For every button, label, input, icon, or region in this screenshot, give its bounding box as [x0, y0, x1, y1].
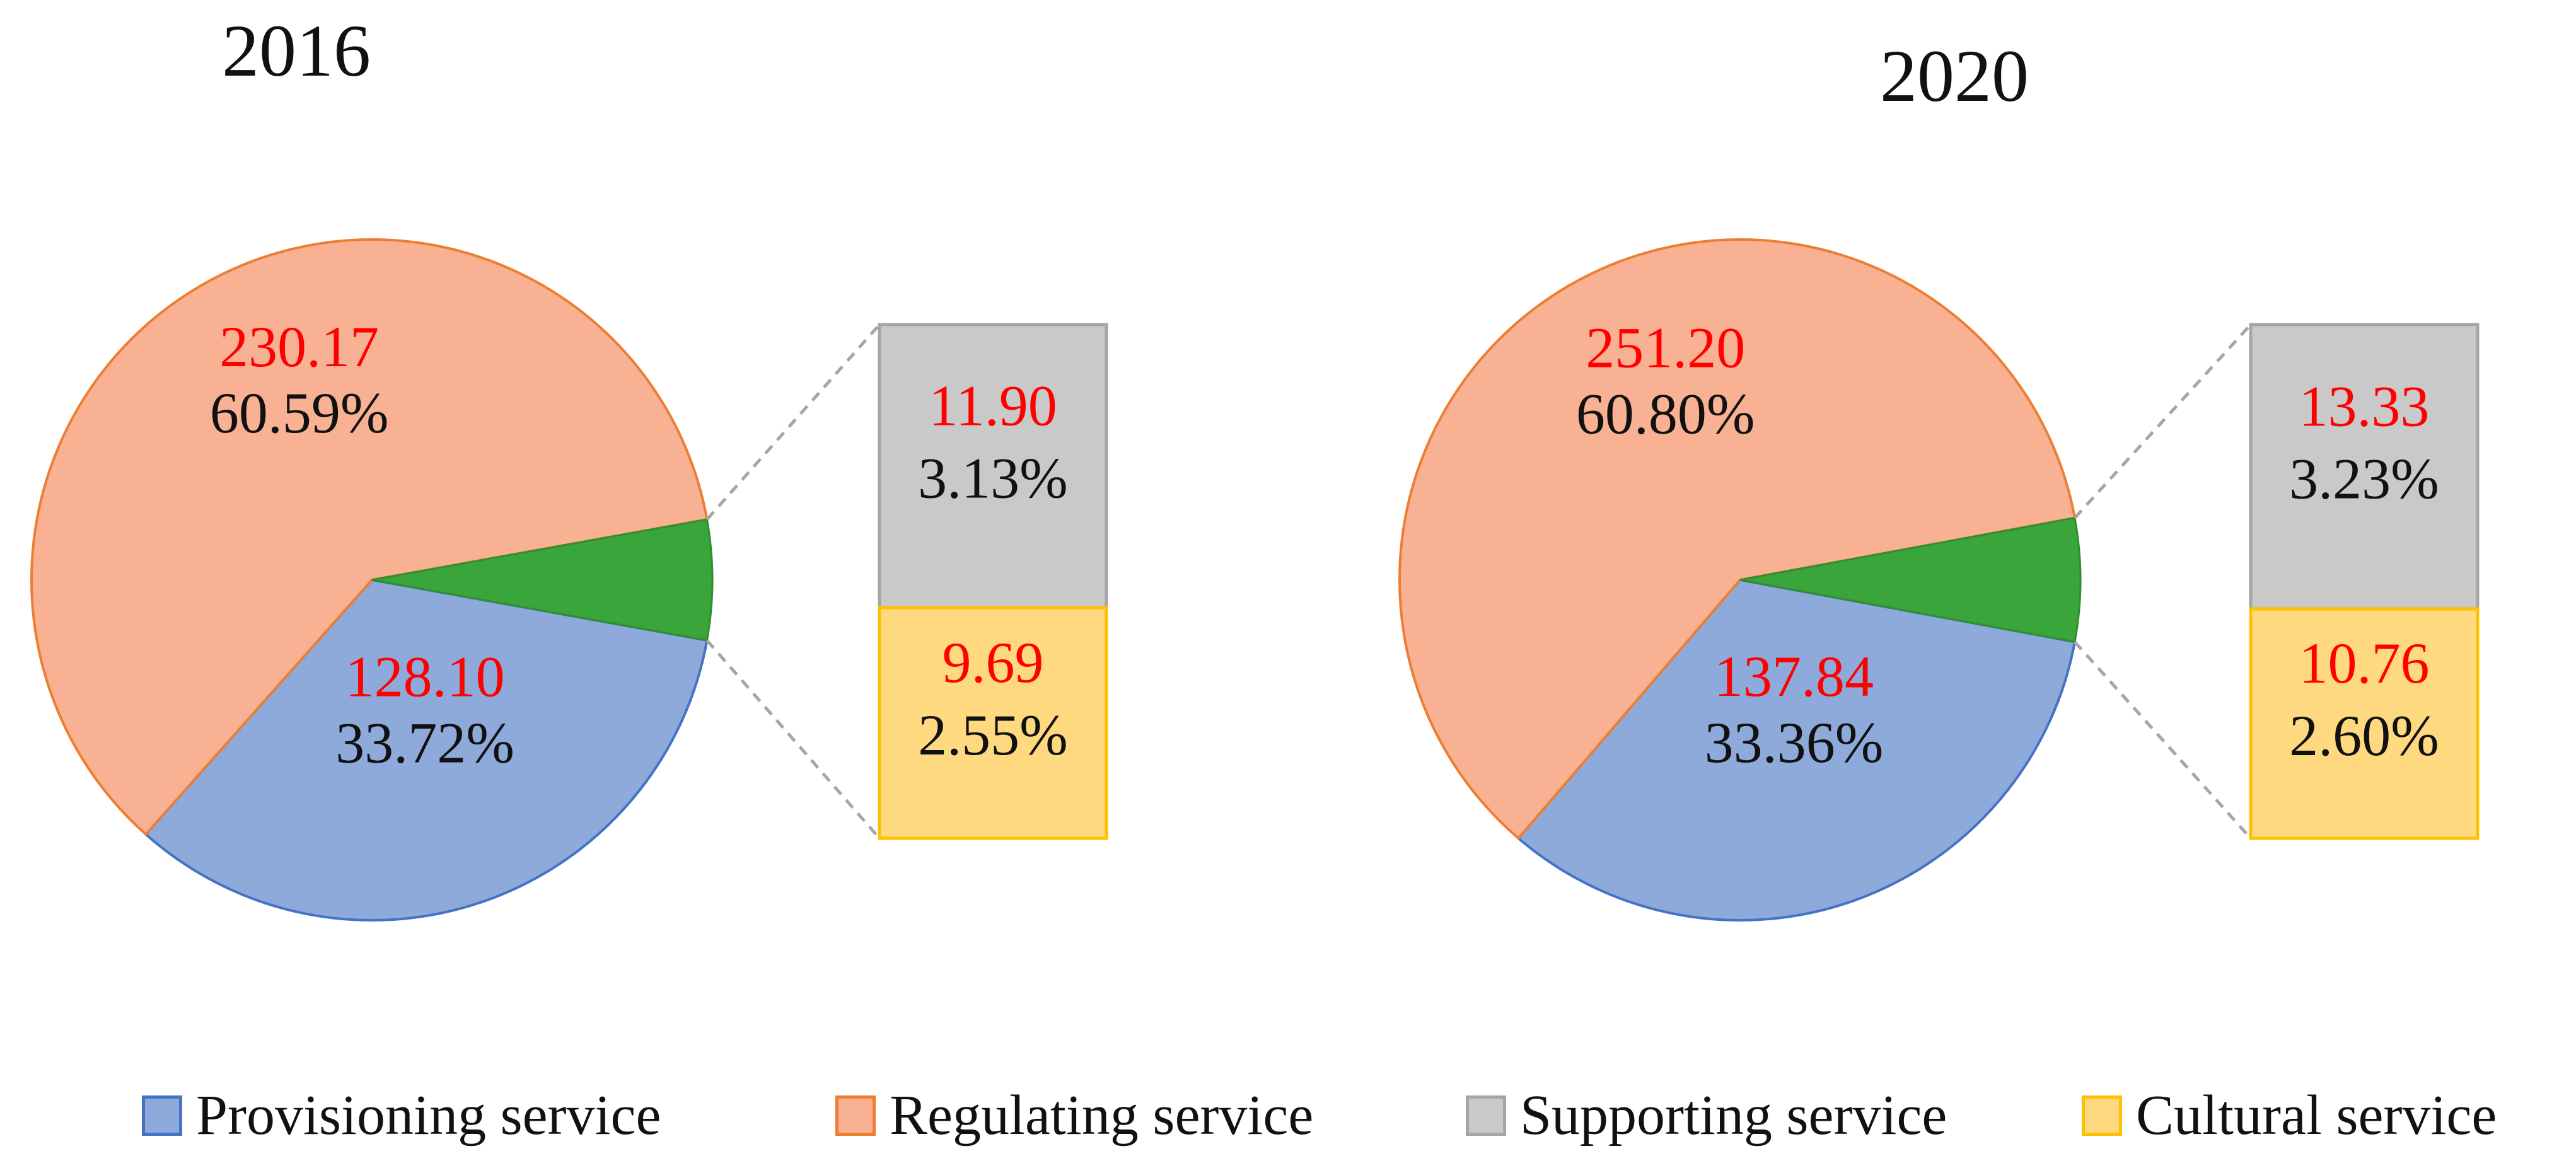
bar-segment-supporting-2016: [878, 323, 1108, 610]
data-label-percent-provisioning-2020: 33.36%: [1705, 710, 1884, 775]
data-label-percent-regulating-2016: 60.59%: [210, 381, 389, 445]
legend-swatch-regulating: [835, 1095, 876, 1136]
connector-line-bottom-2016: [705, 639, 881, 840]
data-label-percent-provisioning-2016: 33.72%: [335, 710, 514, 775]
data-label-value-provisioning-2020: 137.84: [1714, 644, 1874, 708]
pie-slice-other-2020: [1739, 516, 2082, 644]
data-label-value-supporting-2020: 13.33: [2299, 374, 2430, 438]
legend-item-supporting: Supporting service: [1466, 1081, 1947, 1150]
data-label-percent-cultural-2020: 2.60%: [2289, 703, 2439, 768]
connector-line-bottom-2020: [2074, 640, 2252, 840]
data-label-value-supporting-2016: 11.90: [929, 374, 1057, 438]
data-label-value-cultural-2020: 10.76: [2299, 631, 2430, 695]
legend-label-supporting: Supporting service: [1520, 1084, 1947, 1147]
pie-slice-regulating-2016: [30, 238, 709, 836]
pie-slice-other-2016: [371, 518, 714, 642]
bar-segment-cultural-2016: [878, 606, 1108, 840]
bar-segment-cultural-2020: [2249, 607, 2480, 840]
pie-slice-provisioning-2020: [1516, 578, 2077, 922]
legend-swatch-cultural: [2082, 1095, 2122, 1136]
legend-swatch-provisioning: [142, 1095, 182, 1136]
chart-title-2020: 2020: [1880, 35, 2029, 117]
data-label-value-cultural-2016: 9.69: [943, 630, 1044, 695]
data-label-percent-supporting-2016: 3.13%: [918, 446, 1068, 511]
legend-item-provisioning: Provisioning service: [142, 1081, 661, 1150]
data-label-percent-supporting-2020: 3.23%: [2289, 446, 2439, 511]
legend-swatch-supporting: [1466, 1095, 1506, 1136]
legend-item-regulating: Regulating service: [835, 1081, 1313, 1150]
data-label-value-regulating-2016: 230.17: [219, 315, 379, 379]
pie-slice-provisioning-2016: [144, 578, 709, 922]
legend-label-provisioning: Provisioning service: [196, 1084, 661, 1147]
legend-item-cultural: Cultural service: [2082, 1081, 2497, 1150]
legend-label-cultural: Cultural service: [2136, 1084, 2497, 1147]
connector-line-top-2020: [2074, 323, 2252, 519]
data-label-percent-cultural-2016: 2.55%: [918, 703, 1068, 767]
connector-line-top-2016: [705, 323, 881, 521]
data-label-percent-regulating-2020: 60.80%: [1576, 382, 1755, 446]
legend: Provisioning service Regulating service …: [0, 1081, 2576, 1150]
legend-label-regulating: Regulating service: [890, 1084, 1314, 1147]
pie-slice-regulating-2020: [1398, 238, 2077, 840]
data-label-value-regulating-2020: 251.20: [1586, 316, 1745, 380]
data-label-value-provisioning-2016: 128.10: [345, 644, 505, 708]
chart-title-2016: 2016: [222, 9, 371, 92]
